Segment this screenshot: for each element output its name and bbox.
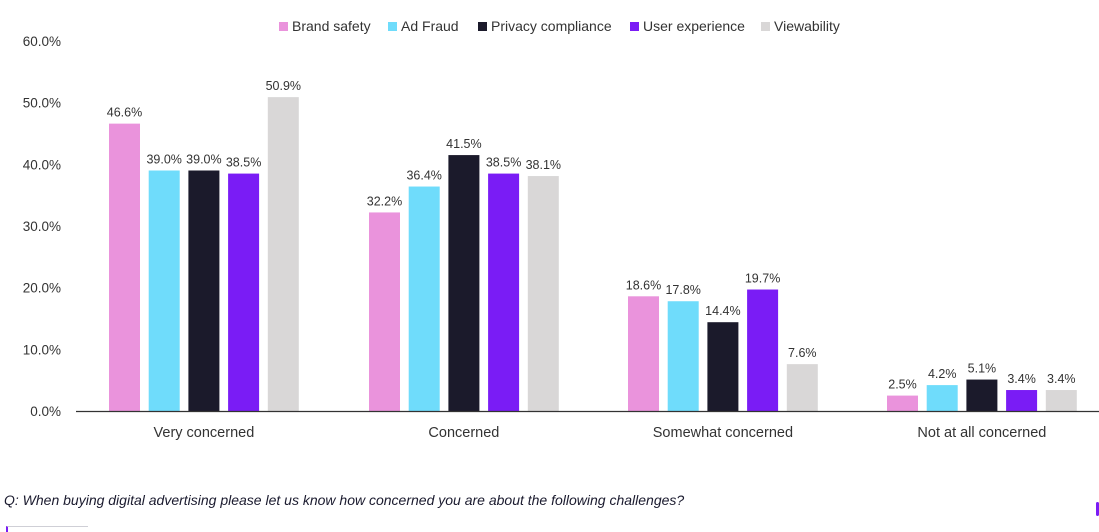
y-tick-label: 40.0% [23, 157, 61, 172]
bar-brand-safety-1 [369, 212, 400, 411]
data-label: 19.7% [745, 272, 780, 286]
data-label: 3.4% [1047, 372, 1076, 386]
x-tick-label: Not at all concerned [917, 425, 1046, 441]
bar-viewability-0 [267, 97, 299, 411]
data-label: 18.6% [626, 278, 661, 292]
data-label: 50.9% [266, 79, 301, 93]
data-label: 36.4% [406, 169, 441, 183]
bar-brand-safety-3 [887, 395, 918, 411]
bar-privacy-compliance-0 [188, 170, 220, 411]
data-label: 7.6% [788, 346, 817, 360]
bar-user-experience-3 [1006, 390, 1038, 411]
bar-viewability-3 [1045, 390, 1077, 411]
legend-swatch-1 [388, 22, 397, 31]
x-tick-label: Very concerned [154, 425, 255, 441]
bar-user-experience-1 [488, 173, 520, 411]
data-label: 46.6% [107, 106, 142, 120]
data-label: 4.2% [928, 367, 957, 381]
legend-swatch-4 [761, 22, 770, 31]
bar-brand-safety-2 [628, 296, 659, 411]
bar-privacy-compliance-2 [707, 322, 739, 411]
data-label: 3.4% [1007, 372, 1036, 386]
y-tick-label: 60.0% [23, 34, 61, 49]
bar-ad-fraud-2 [667, 301, 699, 411]
data-label: 14.4% [705, 304, 740, 318]
data-label: 17.8% [665, 283, 700, 297]
legend-entry-0: Brand safety [292, 18, 371, 34]
legend-swatch-0 [279, 22, 288, 31]
data-label: 38.1% [526, 158, 561, 172]
bar-ad-fraud-1 [408, 186, 440, 411]
legend-entry-3: User experience [643, 18, 745, 34]
bar-viewability-1 [527, 176, 559, 411]
legend-entry-4: Viewability [774, 18, 840, 34]
bar-viewability-2 [786, 364, 818, 411]
legend-entry-1: Ad Fraud [401, 18, 459, 34]
bar-brand-safety-0 [109, 123, 140, 411]
x-tick-label: Somewhat concerned [653, 425, 793, 441]
survey-question: Q: When buying digital advertising pleas… [4, 492, 685, 508]
bar-user-experience-2 [747, 289, 779, 411]
data-label: 39.0% [186, 153, 221, 167]
legend-swatch-3 [630, 22, 639, 31]
data-label: 2.5% [888, 378, 917, 392]
data-label: 41.5% [446, 137, 481, 151]
y-tick-label: 20.0% [23, 281, 61, 296]
data-label: 32.2% [367, 194, 402, 208]
y-tick-label: 0.0% [30, 404, 61, 419]
data-label: 39.0% [146, 153, 181, 167]
bar-ad-fraud-0 [148, 170, 180, 411]
bar-privacy-compliance-3 [966, 379, 998, 411]
bar-ad-fraud-3 [926, 385, 958, 411]
y-tick-label: 10.0% [23, 342, 61, 357]
accent-mark [1096, 502, 1099, 516]
bar-privacy-compliance-1 [448, 155, 480, 411]
legend-swatch-2 [478, 22, 487, 31]
footer-divider [6, 526, 88, 532]
legend-entry-2: Privacy compliance [491, 18, 612, 34]
data-label: 5.1% [968, 362, 997, 376]
data-label: 38.5% [486, 156, 521, 170]
y-tick-label: 50.0% [23, 96, 61, 111]
bar-user-experience-0 [228, 173, 260, 411]
data-label: 38.5% [226, 156, 261, 170]
y-tick-label: 30.0% [23, 219, 61, 234]
x-tick-label: Concerned [428, 425, 499, 441]
